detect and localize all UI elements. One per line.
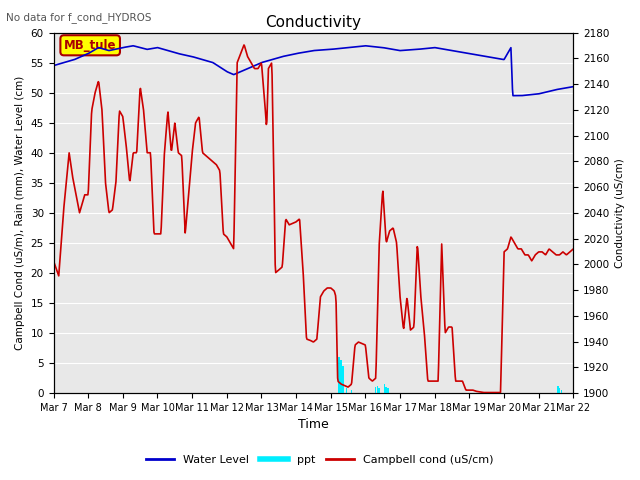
Bar [342,366,344,393]
Bar [561,390,562,393]
Y-axis label: Campbell Cond (uS/m), Rain (mm), Water Level (cm): Campbell Cond (uS/m), Rain (mm), Water L… [15,76,25,350]
Bar [384,384,385,393]
Text: No data for f_cond_HYDROS: No data for f_cond_HYDROS [6,12,152,23]
Bar [377,386,378,393]
Bar [378,388,380,393]
Bar [339,357,340,393]
Bar [387,388,389,393]
Bar [559,388,560,393]
Legend: Water Level, ppt, Campbell cond (uS/cm): Water Level, ppt, Campbell cond (uS/cm) [142,451,498,469]
Bar [351,390,353,393]
Title: Conductivity: Conductivity [266,15,362,30]
Y-axis label: Conductivity (uS/cm): Conductivity (uS/cm) [615,158,625,268]
Bar [346,388,348,393]
Bar [385,387,387,393]
X-axis label: Time: Time [298,419,329,432]
Text: MB_tule: MB_tule [64,39,116,52]
Bar [340,360,342,393]
Bar [375,387,376,393]
Bar [557,386,559,393]
